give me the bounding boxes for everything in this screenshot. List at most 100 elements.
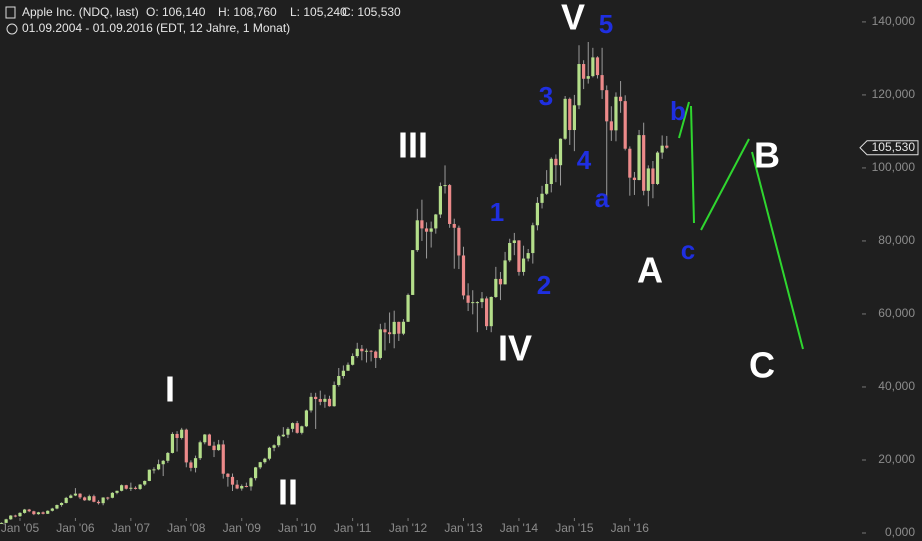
wave-label: 4 bbox=[577, 145, 592, 175]
candle-body bbox=[351, 356, 355, 365]
candle-body bbox=[184, 429, 188, 463]
last-price-label: 105,530 bbox=[872, 140, 916, 154]
candle-body bbox=[156, 464, 161, 470]
candle-body bbox=[595, 57, 600, 76]
candle-body bbox=[277, 436, 281, 446]
candle-body bbox=[36, 512, 41, 515]
candle-body bbox=[143, 480, 147, 485]
candle-body bbox=[517, 240, 521, 272]
candle-body bbox=[503, 260, 507, 285]
candle-body bbox=[406, 294, 410, 322]
candle-body bbox=[383, 329, 387, 333]
candle-body bbox=[170, 433, 175, 453]
x-tick-label: Jan '12 bbox=[389, 521, 428, 535]
candle-body bbox=[508, 242, 512, 261]
x-tick-label: Jan '16 bbox=[611, 521, 650, 535]
candle-body bbox=[521, 258, 526, 272]
candle-body bbox=[364, 350, 369, 352]
candle-body bbox=[23, 509, 27, 513]
candle-body bbox=[83, 497, 87, 501]
wave-label: C bbox=[749, 345, 775, 386]
candle-body bbox=[258, 462, 262, 468]
candle-body bbox=[448, 185, 452, 224]
x-tick-label: Jan '07 bbox=[112, 521, 151, 535]
candle-body bbox=[346, 364, 350, 371]
candle-body bbox=[161, 460, 165, 465]
candle-body bbox=[558, 138, 563, 166]
candle-body bbox=[452, 223, 456, 228]
candle-body bbox=[660, 145, 664, 153]
candle-body bbox=[429, 228, 433, 232]
y-tick-label: 60,000 bbox=[878, 306, 915, 320]
clock-icon bbox=[6, 23, 18, 35]
candle-body bbox=[78, 493, 82, 498]
wave-label: 3 bbox=[539, 81, 553, 111]
y-tick-label: 120,000 bbox=[872, 87, 916, 101]
candle-body bbox=[637, 135, 641, 181]
last-price-tag bbox=[859, 140, 919, 156]
x-tick-label: Jan '14 bbox=[500, 521, 539, 535]
candle-body bbox=[401, 321, 406, 334]
candle-body bbox=[9, 515, 13, 520]
candle-body bbox=[355, 348, 359, 357]
candle-body bbox=[471, 302, 475, 304]
wave-label: V bbox=[561, 0, 585, 38]
candle-body bbox=[582, 64, 586, 79]
candle-body bbox=[655, 152, 660, 184]
x-tick-label: Jan '10 bbox=[278, 521, 317, 535]
candle-body bbox=[397, 321, 401, 334]
candle-body bbox=[55, 505, 59, 509]
candle-body bbox=[32, 511, 36, 515]
candle-body bbox=[221, 444, 225, 474]
candle-body bbox=[290, 423, 295, 429]
candle-body bbox=[461, 255, 466, 296]
candle-body bbox=[651, 168, 655, 184]
candle-body bbox=[263, 458, 267, 463]
candle-body bbox=[605, 90, 609, 122]
x-tick-label: Jan '06 bbox=[56, 521, 95, 535]
candle-body bbox=[360, 348, 364, 352]
date-range: 01.09.2004 - 01.09.2016 (EDT, 12 Jahre, … bbox=[22, 21, 290, 35]
candle-body bbox=[609, 121, 613, 131]
candle-body bbox=[249, 478, 253, 487]
candle-body bbox=[101, 497, 105, 504]
candle-body bbox=[434, 214, 438, 229]
candle-body bbox=[591, 57, 595, 77]
candle-body bbox=[318, 399, 322, 402]
x-tick-label: Jan '15 bbox=[555, 521, 594, 535]
candle-body bbox=[267, 447, 272, 459]
candle-body bbox=[244, 485, 248, 487]
candle-body bbox=[133, 487, 138, 489]
candle-body bbox=[586, 76, 590, 79]
projection-line bbox=[690, 105, 695, 224]
candle-body bbox=[304, 410, 309, 427]
y-tick-label: 0,000 bbox=[885, 525, 915, 539]
candle-body bbox=[642, 135, 646, 191]
wave-label: 2 bbox=[537, 270, 551, 300]
candle-body bbox=[87, 496, 91, 501]
wave-label: II bbox=[278, 472, 298, 513]
candle-body bbox=[498, 278, 503, 285]
candle-body bbox=[272, 445, 276, 448]
x-tick-label: Jan '08 bbox=[167, 521, 206, 535]
candle-body bbox=[438, 186, 442, 215]
candle-body bbox=[494, 278, 498, 297]
candle-body bbox=[563, 98, 567, 139]
candle-body bbox=[120, 485, 124, 491]
wave-label: B bbox=[754, 135, 780, 176]
close-label: C: 105,530 bbox=[342, 5, 401, 19]
wave-label: b bbox=[670, 96, 686, 126]
x-tick-label: Jan '13 bbox=[444, 521, 483, 535]
wave-label: 5 bbox=[599, 9, 613, 39]
candle-body bbox=[545, 183, 549, 194]
wave-label: III bbox=[398, 125, 428, 166]
candle-body bbox=[4, 519, 8, 523]
high-label: H: 108,760 bbox=[218, 5, 277, 19]
candle-body bbox=[212, 445, 216, 451]
candle-body bbox=[665, 145, 669, 148]
candle-body bbox=[392, 321, 396, 335]
candle-body bbox=[175, 433, 179, 438]
candle-body bbox=[138, 484, 142, 489]
candle-body bbox=[207, 434, 211, 446]
candle-body bbox=[568, 98, 572, 131]
